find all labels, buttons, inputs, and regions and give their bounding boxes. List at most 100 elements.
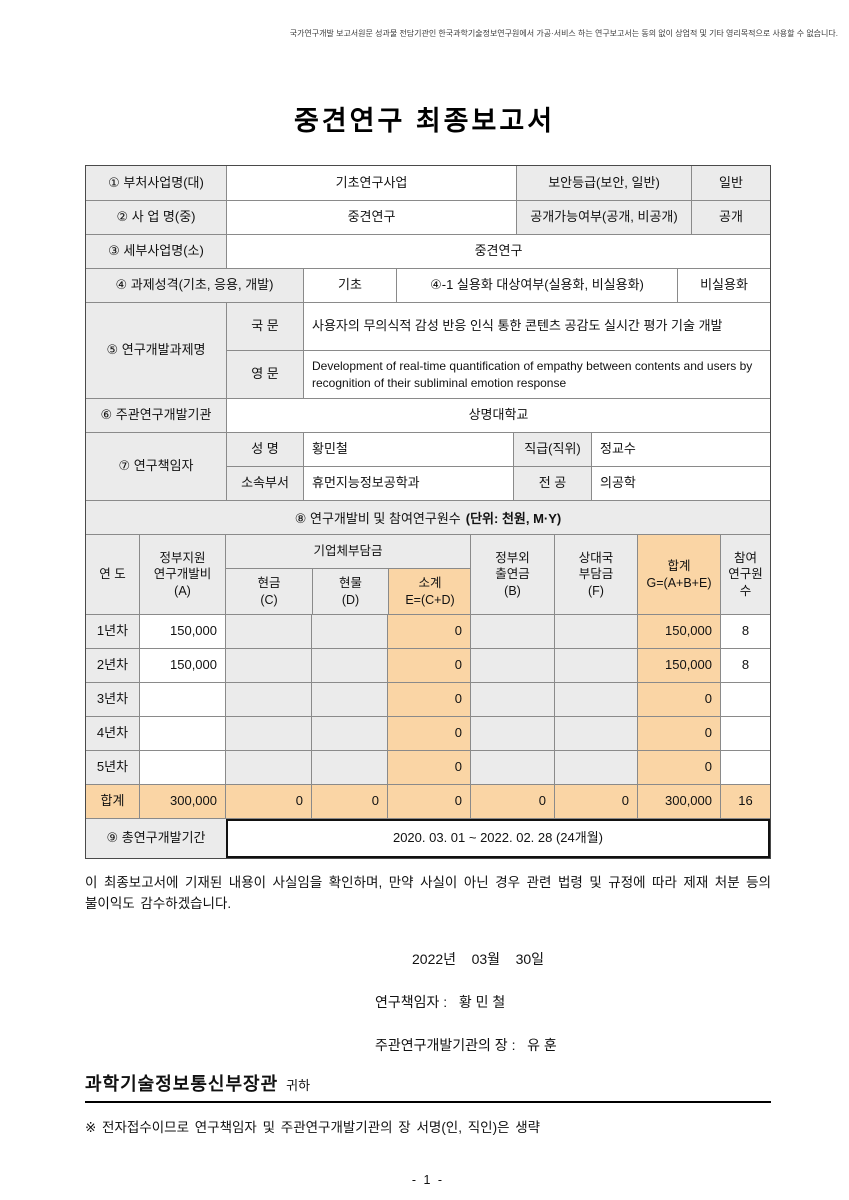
table-row-total-period: ⑨ 총연구개발기간 2020. 03. 01 ~ 2022. 02. 28 (2… [86, 818, 770, 858]
budget-header-total: 합계 G=(A+B+E) [637, 535, 720, 614]
partner-cell [554, 717, 637, 750]
partner-cell [554, 751, 637, 784]
partner-cell [554, 683, 637, 716]
budget-header-non-gov: 정부외 출연금 (B) [470, 535, 554, 614]
table-row-ministry-program: ① 부처사업명(대) 기초연구사업 보안등급(보안, 일반) 일반 [86, 166, 770, 200]
pi-dept-value: 휴먼지능정보공학과 [303, 467, 513, 500]
total-period-label: ⑨ 총연구개발기간 [86, 819, 226, 858]
institution-head-signature-line: 주관연구개발기관의 장 : 유 훈 [375, 1036, 557, 1053]
pi-name-value: 황민철 [303, 433, 513, 466]
cash-cell [225, 717, 311, 750]
disclosure-label: 공개가능여부(공개, 비공개) [516, 201, 691, 234]
non-gov-cell [470, 751, 554, 784]
budget-row-year4: 4년차 0 0 [86, 716, 770, 750]
year-cell: 합계 [86, 785, 139, 818]
budget-header-company-burden: 기업체부담금 [226, 535, 470, 568]
project-type-value: 기초 [303, 269, 396, 302]
year-cell: 3년차 [86, 683, 139, 716]
subtotal-cell: 0 [387, 683, 470, 716]
electronic-submission-note: ※ 전자접수이므로 연구책임자 및 주관연구개발기관의 장 서명(인, 직인)은… [85, 1119, 541, 1135]
cash-cell [225, 751, 311, 784]
english-title-label: 영 문 [226, 351, 303, 398]
year-cell: 5년차 [86, 751, 139, 784]
gov-fund-cell [139, 751, 225, 784]
budget-header-row: 연 도 정부지원 연구개발비 (A) 기업체부담금 현금 (C) 현물 (D) … [86, 534, 770, 614]
table-row-lead-institution: ⑥ 주관연구개발기관 상명대학교 [86, 398, 770, 432]
budget-row-year1: 1년차 150,000 0 150,000 8 [86, 614, 770, 648]
report-title: 중견연구 최종보고서 [293, 106, 556, 136]
researchers-cell [720, 683, 770, 716]
korean-title-label: 국 문 [226, 303, 303, 350]
researchers-cell: 8 [720, 649, 770, 682]
pi-dept-label: 소속부서 [226, 467, 303, 500]
gov-fund-cell: 300,000 [139, 785, 225, 818]
subtotal-cell: 0 [387, 785, 470, 818]
total-cell: 0 [637, 683, 720, 716]
ministry-name: 과학기술정보통신부장관 [85, 1073, 279, 1094]
ministry-program-label: ① 부처사업명(대) [86, 166, 226, 200]
gov-fund-cell [139, 717, 225, 750]
inkind-cell [311, 615, 387, 648]
pi-rank-label: 직급(직위) [513, 433, 591, 466]
commercialization-value: 비실용화 [677, 269, 770, 302]
budget-header-inkind: 현물 (D) [312, 569, 388, 614]
budget-table-caption: ⑧ 연구개발비 및 참여연구원수 (단위: 천원, M·Y) [86, 500, 770, 534]
principal-investigator-label: ⑦ 연구책임자 [86, 433, 226, 500]
partner-cell [554, 649, 637, 682]
security-grade-label: 보안등급(보안, 일반) [516, 166, 691, 200]
ministry-address-line: 과학기술정보통신부장관 귀하 [85, 1070, 771, 1103]
cash-cell [225, 683, 311, 716]
report-info-table: ① 부처사업명(대) 기초연구사업 보안등급(보안, 일반) 일반 ② 사 업 … [85, 165, 771, 859]
commercialization-label: ④-1 실용화 대상여부(실용화, 비실용화) [396, 269, 677, 302]
inkind-cell [311, 683, 387, 716]
inkind-cell [311, 751, 387, 784]
inkind-cell: 0 [311, 785, 387, 818]
project-type-label: ④ 과제성격(기초, 응용, 개발) [86, 269, 303, 302]
pi-signature-line: 연구책임자 : 황 민 철 [375, 993, 506, 1010]
subtotal-cell: 0 [387, 649, 470, 682]
korean-title-value: 사용자의 무의식적 감성 반응 인식 통한 콘텐츠 공감도 실시간 평가 기술 … [303, 303, 770, 350]
page-number: - 1 - [411, 1172, 445, 1187]
lead-institution-value: 상명대학교 [226, 399, 770, 432]
cash-cell [225, 615, 311, 648]
cash-cell [225, 649, 311, 682]
budget-header-year: 연 도 [86, 535, 139, 614]
declaration-text: 이 최종보고서에 기재된 내용이 사실임을 확인하며, 만약 사실이 아닌 경우… [85, 875, 771, 911]
researchers-cell: 16 [720, 785, 770, 818]
budget-row-year5: 5년차 0 0 [86, 750, 770, 784]
researchers-cell [720, 751, 770, 784]
subtotal-cell: 0 [387, 717, 470, 750]
non-gov-cell: 0 [470, 785, 554, 818]
program-name-value: 중견연구 [226, 201, 516, 234]
year-cell: 1년차 [86, 615, 139, 648]
gov-fund-cell [139, 683, 225, 716]
total-period-value: 2020. 03. 01 ~ 2022. 02. 28 (24개월) [226, 819, 770, 858]
budget-header-partner-country: 상대국 부담금 (F) [554, 535, 637, 614]
gov-fund-cell: 150,000 [139, 615, 225, 648]
table-row-project-title: ⑤ 연구개발과제명 국 문 사용자의 무의식적 감성 반응 인식 통한 콘텐츠 … [86, 302, 770, 398]
budget-header-cash: 현금 (C) [226, 569, 312, 614]
non-gov-cell [470, 683, 554, 716]
gov-fund-cell: 150,000 [139, 649, 225, 682]
year-cell: 2년차 [86, 649, 139, 682]
subtotal-cell: 0 [387, 615, 470, 648]
partner-cell [554, 615, 637, 648]
ministry-program-value: 기초연구사업 [226, 166, 516, 200]
budget-caption-text: ⑧ 연구개발비 및 참여연구원수 [294, 511, 461, 526]
table-row-principal-investigator: ⑦ 연구책임자 성 명 황민철 직급(직위) 정교수 소속부서 휴먼지능정보공학… [86, 432, 770, 500]
budget-header-researchers: 참여 연구원수 [720, 535, 770, 614]
researchers-cell: 8 [720, 615, 770, 648]
budget-header-subtotal: 소계 E=(C+D) [388, 569, 471, 614]
inkind-cell [311, 717, 387, 750]
disclosure-value: 공개 [691, 201, 770, 234]
budget-row-total: 합계 300,000 0 0 0 0 0 300,000 16 [86, 784, 770, 818]
year-cell: 4년차 [86, 717, 139, 750]
non-gov-cell [470, 615, 554, 648]
non-gov-cell [470, 649, 554, 682]
inkind-cell [311, 649, 387, 682]
program-name-label: ② 사 업 명(중) [86, 201, 226, 234]
table-row-project-type: ④ 과제성격(기초, 응용, 개발) 기초 ④-1 실용화 대상여부(실용화, … [86, 268, 770, 302]
partner-cell: 0 [554, 785, 637, 818]
cash-cell: 0 [225, 785, 311, 818]
